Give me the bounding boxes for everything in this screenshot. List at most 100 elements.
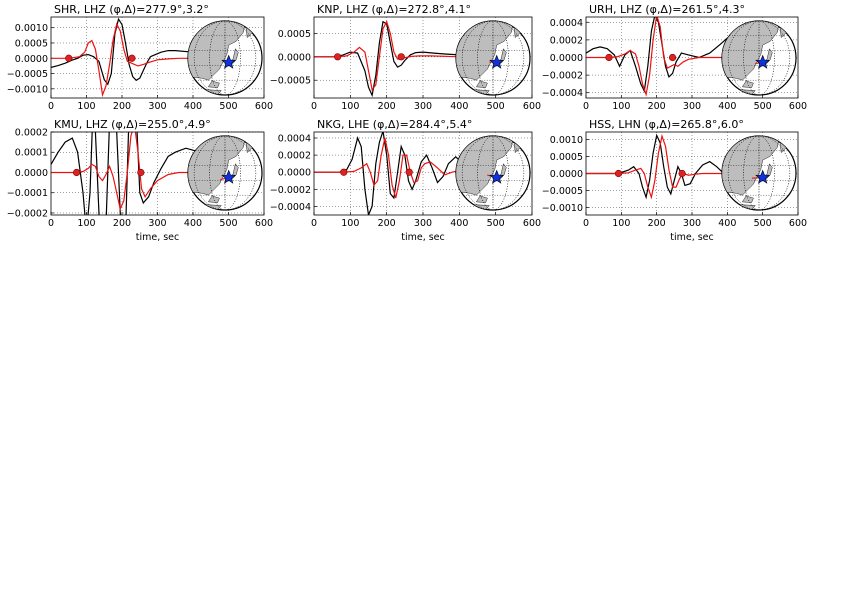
x-tick-label: 200 [648, 218, 666, 229]
globe-map-inset [455, 135, 531, 211]
meridian-line [193, 21, 257, 95]
x-tick-label: 500 [219, 101, 237, 112]
synthetic-trace [314, 137, 503, 199]
x-tick-label: 600 [523, 218, 541, 229]
panel-shr: 0 100 200 300 400 500 600 0.0010 0.0005 0.0000 −0.… [7, 3, 273, 112]
y-tick-label: −0.0010 [7, 84, 48, 95]
axes-frame [313, 131, 533, 216]
window-marker [405, 168, 413, 176]
x-tick-label: 100 [341, 101, 359, 112]
meridian-line [727, 21, 791, 95]
panel-hss: 0 100 200 300 400 500 600 0.0010 0.0005 0.0000 −0.… [542, 118, 807, 243]
y-tick-label: 0.0000 [15, 168, 48, 179]
x-tick-label: 100 [77, 101, 95, 112]
window-marker [678, 169, 686, 178]
axes-frame [50, 16, 265, 99]
y-tick-label: 0.0004 [278, 133, 311, 144]
x-tick-label: 100 [612, 218, 630, 229]
x-tick-label: 100 [77, 218, 95, 229]
synthetic-trace [51, 132, 236, 211]
panel-title: SHR, LHZ (φ,Δ)=277.9°,3.2° [54, 3, 209, 16]
event-star-icon [221, 54, 237, 69]
meridian-line [461, 136, 525, 210]
x-tick-label: 400 [184, 101, 202, 112]
y-tick-label: −0.0005 [270, 76, 311, 87]
meridian-line [461, 21, 525, 95]
x-tick-label: 0 [48, 101, 54, 112]
globe-map-inset [187, 135, 263, 211]
y-tick-label: −0.0002 [7, 208, 48, 219]
x-tick-label: 600 [523, 101, 541, 112]
y-tick-label: 0.0002 [278, 151, 311, 162]
globe-map-inset [455, 20, 531, 96]
window-marker [65, 54, 73, 62]
y-tick-label: −0.0004 [270, 202, 311, 213]
x-tick-label: 300 [414, 101, 432, 112]
panel-title: KNP, LHZ (φ,Δ)=272.8°,4.1° [317, 3, 471, 16]
synthetic-trace [51, 22, 236, 98]
event-star-icon [755, 54, 771, 69]
panel-title: URH, LHZ (φ,Δ)=261.5°,4.3° [589, 3, 745, 16]
meridian-line [209, 136, 241, 210]
x-tick-label: 300 [683, 218, 701, 229]
x-tick-label: 200 [113, 218, 131, 229]
event-star-icon [489, 169, 505, 184]
synthetic-trace [586, 133, 770, 200]
x-tick-label: 300 [414, 218, 432, 229]
synthetic-trace [586, 17, 770, 97]
y-tick-label: 0.0000 [278, 168, 311, 179]
x-tick-label: 0 [311, 218, 317, 229]
panel-title: KMU, LHZ (φ,Δ)=255.0°,4.9° [54, 118, 211, 131]
islands-landmass [207, 80, 220, 88]
y-tick-label: −0.0002 [270, 185, 311, 196]
x-tick-label: 300 [683, 101, 701, 112]
x-tick-label: 0 [311, 101, 317, 112]
x-tick-label: 600 [255, 218, 273, 229]
y-tick-label: 0.0010 [15, 23, 48, 34]
meridian-line [477, 21, 509, 95]
x-tick-label: 500 [487, 101, 505, 112]
window-marker [137, 168, 145, 177]
meridian-line [209, 21, 241, 95]
x-axis-label: time, sec [136, 232, 180, 243]
islands-landmass [741, 195, 754, 203]
panel-knp: 0 100 200 300 400 500 600 0.0005 0.0000 −0.0005 KN… [270, 3, 541, 112]
y-tick-label: 0.0004 [550, 18, 583, 29]
globe-map-inset [721, 135, 797, 211]
islands-landmass [741, 80, 754, 88]
y-tick-label: 0.0010 [550, 135, 583, 146]
axes-frame [313, 16, 533, 99]
panel-urh: 0 100 200 300 400 500 600 0.0004 0.0002 0.0000 −0.… [542, 3, 807, 112]
window-marker [605, 53, 613, 62]
y-tick-label: 0.0000 [550, 169, 583, 180]
y-tick-label: −0.0005 [542, 186, 583, 197]
axes-frame [50, 131, 265, 216]
globe-map-inset [187, 20, 263, 96]
x-axis-label: time, sec [670, 232, 714, 243]
window-marker [340, 168, 348, 176]
observed-trace [51, 132, 236, 215]
synthetic-trace [314, 20, 503, 92]
x-tick-label: 500 [219, 218, 237, 229]
x-tick-label: 200 [378, 101, 396, 112]
panel-nkg: 0 100 200 300 400 500 600 0.0004 0.0002 0.0000 −0.… [270, 118, 541, 243]
y-tick-label: 0.0005 [15, 38, 48, 49]
islands-landmass [475, 80, 488, 88]
x-tick-label: 400 [450, 101, 468, 112]
y-tick-label: −0.0001 [7, 188, 48, 199]
window-marker [397, 53, 405, 61]
globe-map-inset [721, 20, 797, 96]
x-tick-label: 400 [450, 218, 468, 229]
x-tick-label: 200 [648, 101, 666, 112]
window-marker [334, 53, 342, 61]
x-tick-label: 0 [583, 101, 589, 112]
x-tick-label: 500 [754, 218, 772, 229]
x-tick-label: 200 [378, 218, 396, 229]
x-tick-label: 400 [718, 101, 736, 112]
x-tick-label: 100 [612, 101, 630, 112]
x-tick-label: 500 [487, 218, 505, 229]
x-tick-label: 200 [113, 101, 131, 112]
observed-trace [51, 17, 236, 86]
panel-title: HSS, LHN (φ,Δ)=265.8°,6.0° [589, 118, 744, 131]
